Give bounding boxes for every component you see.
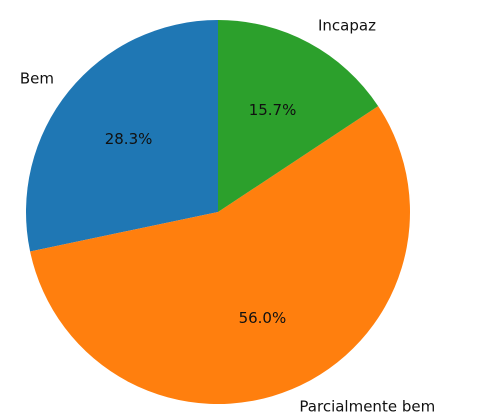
pie-slice xyxy=(218,20,379,212)
slice-label: Bem xyxy=(20,69,54,87)
percent-label: 56.0% xyxy=(239,309,287,327)
percent-label: 15.7% xyxy=(249,101,297,119)
slice-label: Incapaz xyxy=(318,16,376,34)
percent-label: 28.3% xyxy=(105,130,153,148)
pie-slice xyxy=(30,106,411,405)
pie-slice xyxy=(25,20,218,252)
slice-label: Parcialmente bem xyxy=(299,397,435,414)
